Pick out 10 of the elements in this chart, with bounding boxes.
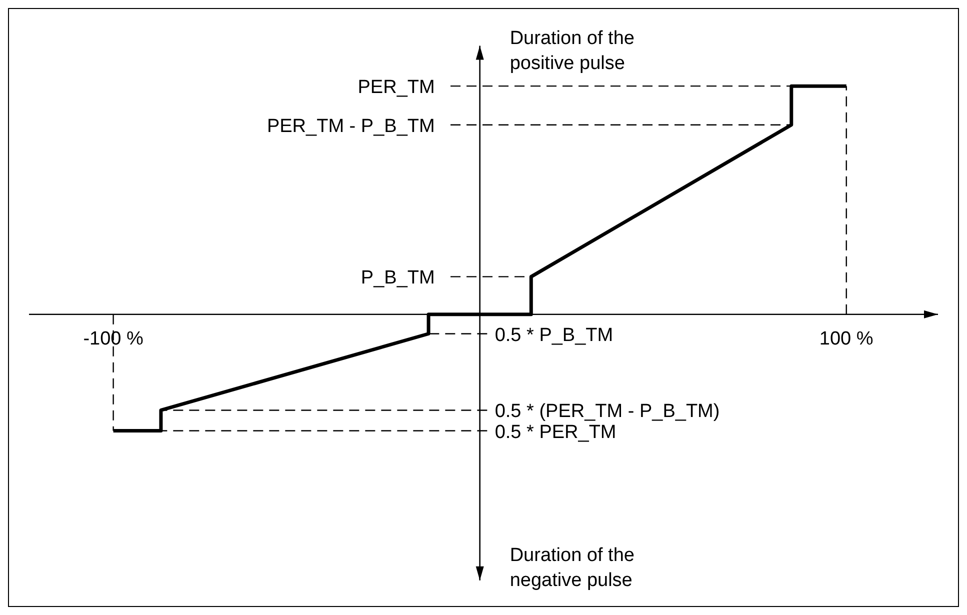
ref-line-label: 0.5 * PER_TM [494, 422, 616, 443]
ref-line-label: PER_TM - P_B_TM [266, 116, 435, 137]
ref-line-label: PER_TM [358, 77, 435, 98]
x-tick-label: 100 % [819, 328, 874, 350]
y-axis-title: Duration of the positive pulse [510, 28, 634, 74]
ref-line-label: 0.5 * P_B_TM [494, 324, 614, 346]
text: Duration of the negative pulse [510, 545, 634, 591]
ref-line-label: P_B_TM [360, 268, 435, 289]
x-tick-label: -100 % [83, 328, 144, 350]
ref-line-label: 0.5 * (PER_TM - P_B_TM) [494, 401, 720, 422]
